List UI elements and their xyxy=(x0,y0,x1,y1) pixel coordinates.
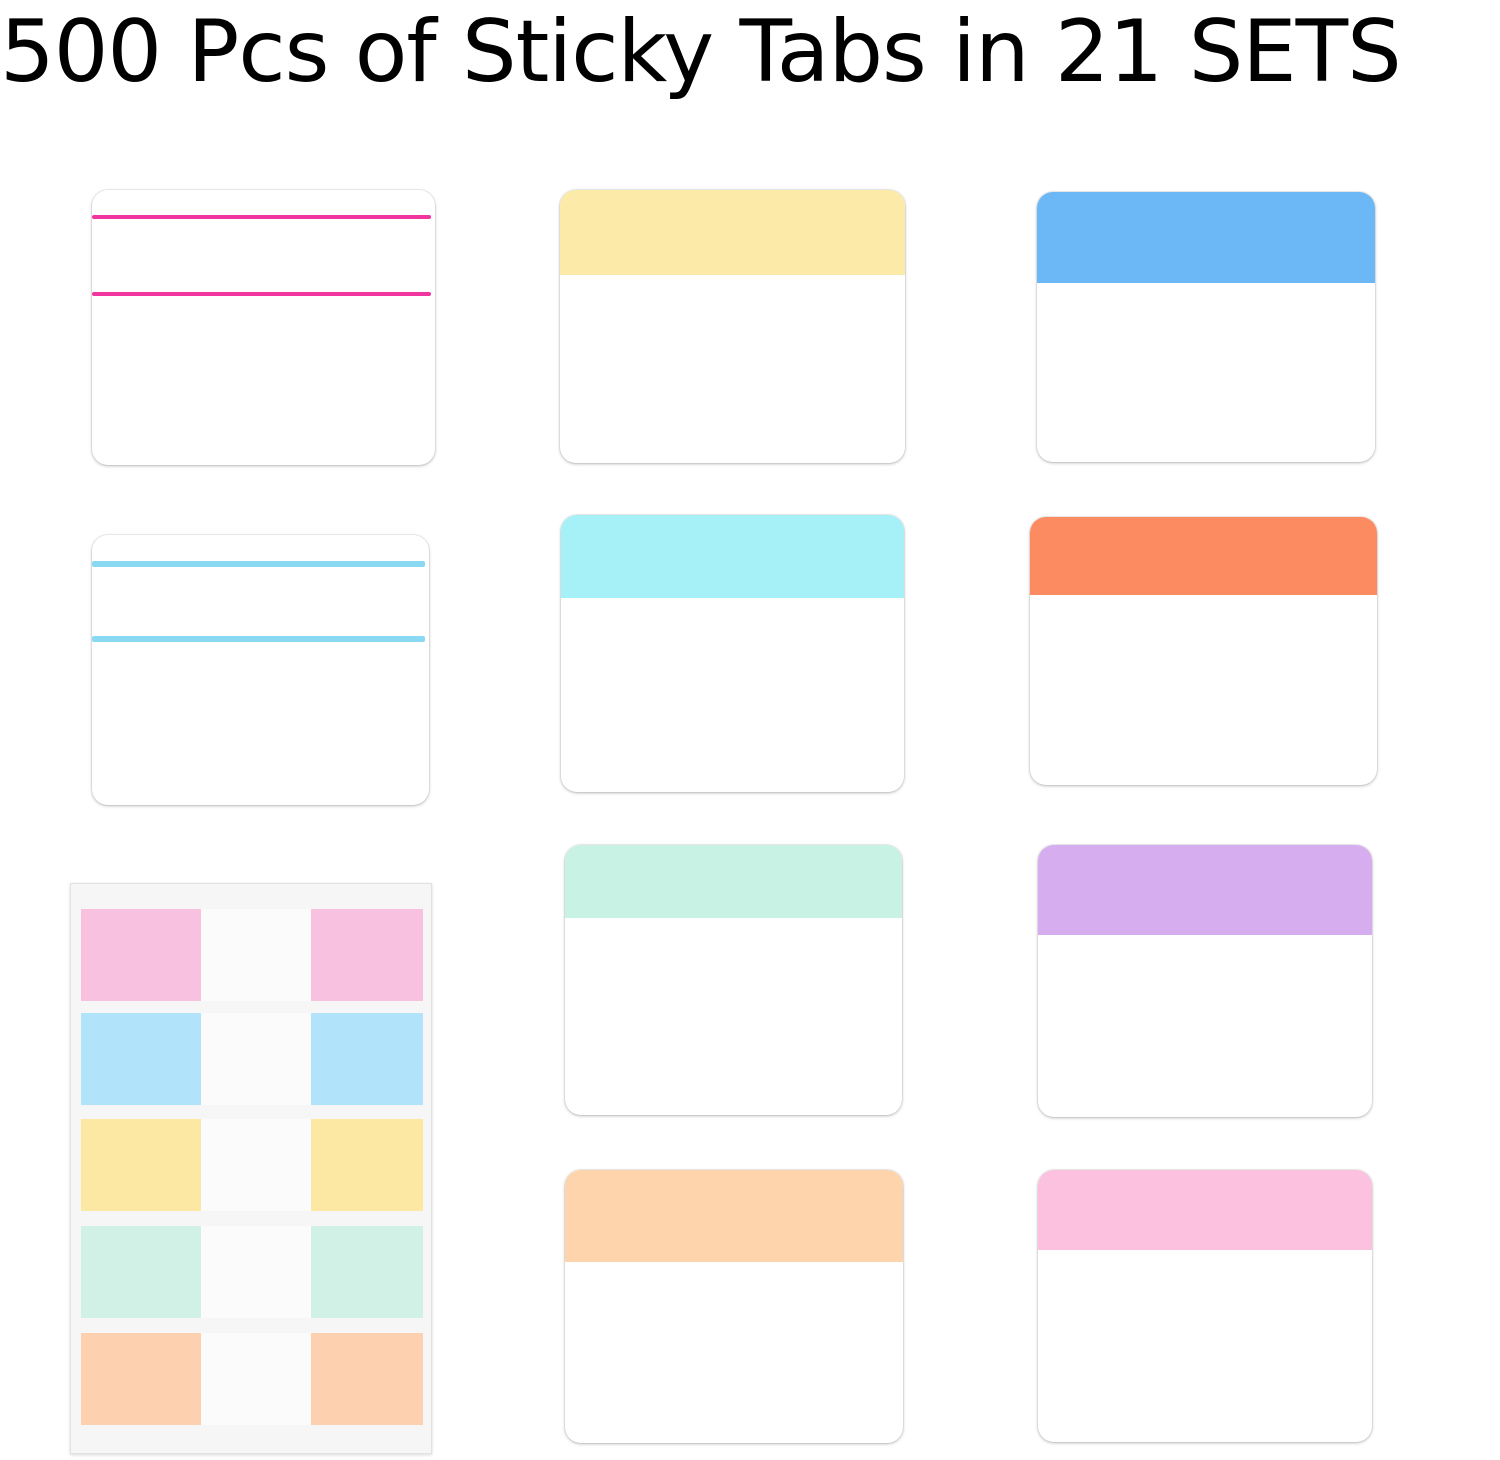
dispenser-strip-orange xyxy=(81,1333,423,1425)
header-tab-purple xyxy=(1038,845,1372,1117)
header-tab-mint xyxy=(565,845,902,1115)
dispenser-strip-mint xyxy=(81,1226,423,1318)
tab-line xyxy=(92,636,425,642)
lined-tab-blue xyxy=(92,535,429,805)
tab-dispenser xyxy=(70,883,432,1454)
header-tab-pink xyxy=(1038,1170,1372,1442)
product-title: 500 Pcs of Sticky Tabs in 21 SETS xyxy=(0,2,1402,102)
dispenser-strip-yellow xyxy=(81,1119,423,1211)
tab-line xyxy=(92,292,431,296)
header-tab-peach xyxy=(565,1170,903,1443)
tab-line xyxy=(92,561,425,567)
header-tab-yellow xyxy=(560,190,905,463)
header-tab-orange xyxy=(1030,517,1377,785)
dispenser-strip-pink xyxy=(81,909,423,1001)
dispenser-strip-blue xyxy=(81,1013,423,1105)
header-tab-blue xyxy=(1037,192,1375,462)
lined-tab-pink xyxy=(92,190,435,465)
header-tab-cyan xyxy=(561,515,904,792)
tab-line xyxy=(92,215,431,219)
